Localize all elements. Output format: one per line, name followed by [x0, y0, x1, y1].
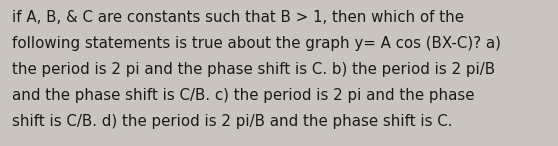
Text: shift is C/B. d) the period is 2 pi/B and the phase shift is C.: shift is C/B. d) the period is 2 pi/B an…: [12, 114, 453, 129]
Text: the period is 2 pi and the phase shift is C. b) the period is 2 pi/B: the period is 2 pi and the phase shift i…: [12, 62, 495, 77]
Text: if A, B, & C are constants such that B > 1, then which of the: if A, B, & C are constants such that B >…: [12, 10, 464, 25]
Text: and the phase shift is C/B. c) the period is 2 pi and the phase: and the phase shift is C/B. c) the perio…: [12, 88, 474, 103]
Text: following statements is true about the graph y= A cos (BX-C)? a): following statements is true about the g…: [12, 36, 501, 51]
